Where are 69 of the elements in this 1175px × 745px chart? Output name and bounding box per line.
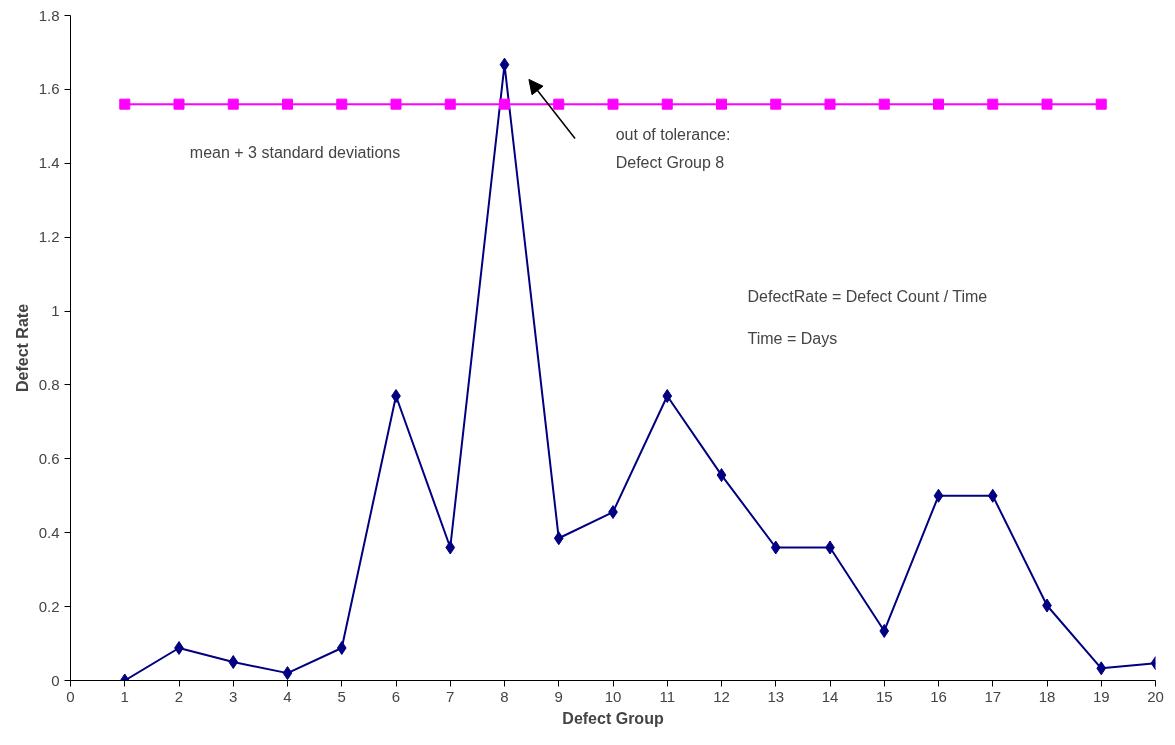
point xyxy=(390,98,402,110)
point xyxy=(499,57,510,72)
point xyxy=(119,98,131,110)
x-tick-label: 7 xyxy=(446,687,455,705)
point xyxy=(1041,98,1053,110)
annotation: out of tolerance: Defect Group 8 xyxy=(615,126,731,172)
point xyxy=(282,666,293,681)
x-tick-label: 10 xyxy=(604,687,622,705)
point xyxy=(282,98,293,110)
point xyxy=(444,98,456,110)
annotation: Time = Days xyxy=(747,330,838,348)
y-tick-label: 1.8 xyxy=(38,6,60,24)
x-tick-label: 15 xyxy=(875,687,893,705)
point xyxy=(1096,661,1107,676)
point xyxy=(553,98,565,110)
point xyxy=(716,98,727,110)
point xyxy=(1095,98,1107,110)
point xyxy=(824,98,836,110)
x-tick-label: 16 xyxy=(930,687,947,705)
point xyxy=(716,468,727,483)
point xyxy=(227,98,239,110)
x-axis-title: Defect Group xyxy=(562,709,664,727)
x-tick-label: 9 xyxy=(554,687,563,705)
point xyxy=(662,389,673,404)
y-tick-label: 0.4 xyxy=(38,523,60,541)
point xyxy=(553,531,564,546)
point xyxy=(336,98,348,110)
point xyxy=(933,98,944,110)
annotation: mean + 3 standard deviations xyxy=(189,143,401,161)
x-tick-label: 19 xyxy=(1092,687,1110,705)
point xyxy=(987,488,998,503)
x-tick-label: 3 xyxy=(229,687,238,705)
point xyxy=(987,98,999,110)
x-tick-label: 11 xyxy=(659,687,676,705)
x-tick-label: 1 xyxy=(120,687,129,705)
x-tick-label: 8 xyxy=(500,687,509,705)
x-tick-label: 18 xyxy=(1038,687,1056,705)
y-tick-label: 0.2 xyxy=(38,597,60,615)
point xyxy=(445,540,456,555)
y-tick-label: 0.8 xyxy=(38,375,60,393)
x-tick-label: 12 xyxy=(713,687,730,705)
point xyxy=(336,640,347,655)
x-tick-label: 6 xyxy=(391,687,401,705)
point xyxy=(770,540,781,555)
x-tick-label: 2 xyxy=(174,687,184,705)
x-tick-label: 14 xyxy=(821,687,839,705)
point xyxy=(879,623,890,638)
x-tick-label: 20 xyxy=(1147,687,1164,705)
y-tick-label: 0 xyxy=(51,671,60,689)
x-tick-label: 13 xyxy=(767,687,785,705)
y-tick-label: 1.4 xyxy=(38,154,60,172)
point xyxy=(878,98,890,110)
y-tick-label: 1.2 xyxy=(38,228,60,246)
x-tick-label: 0 xyxy=(66,687,75,705)
point xyxy=(228,655,239,670)
point xyxy=(607,98,619,110)
x-tick-label: 4 xyxy=(283,687,292,705)
point xyxy=(173,98,185,110)
y-tick-label: 0.6 xyxy=(38,449,60,467)
point xyxy=(933,488,944,503)
point xyxy=(661,98,673,110)
y-tick-label: 1 xyxy=(51,302,60,320)
x-tick-label: 5 xyxy=(337,687,346,705)
point xyxy=(770,98,782,110)
annotation: DefectRate = Defect Count / Time xyxy=(747,287,988,305)
y-axis-title: Defect Rate xyxy=(13,303,31,393)
point xyxy=(499,98,510,110)
y-tick-label: 1.6 xyxy=(38,80,60,98)
x-tick-label: 17 xyxy=(984,687,1002,705)
